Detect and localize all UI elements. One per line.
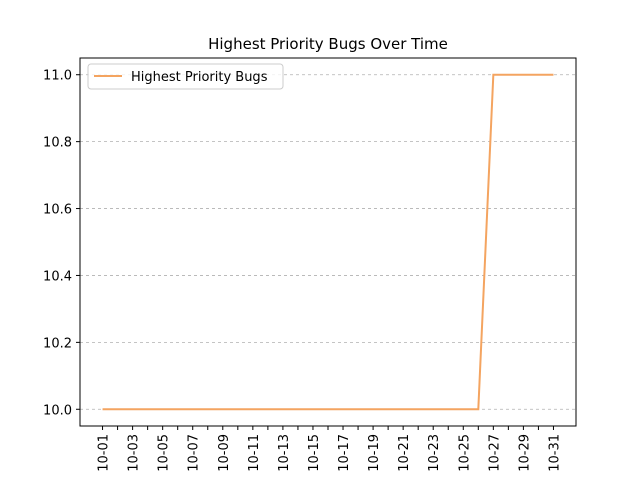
x-tick-label: 10-07 — [187, 434, 202, 472]
series-line — [102, 73, 554, 411]
x-tick-label: 10-01 — [97, 434, 112, 472]
x-tick-label: 10-03 — [127, 434, 142, 472]
legend-label: Highest Priority Bugs — [131, 70, 268, 85]
y-tick-label: 10.2 — [43, 336, 72, 351]
y-tick-label: 10.8 — [43, 136, 72, 151]
x-tick-label: 10-05 — [157, 434, 172, 472]
x-tick-label: 10-19 — [367, 434, 382, 472]
x-tick-label: 10-17 — [337, 434, 352, 472]
y-tick-label: 10.0 — [43, 403, 72, 418]
x-tick-label: 10-31 — [547, 434, 562, 472]
plot-frame — [79, 57, 577, 427]
x-tick-label: 10-13 — [277, 434, 292, 472]
y-tick-label: 11.0 — [43, 69, 72, 84]
y-tick-label: 10.6 — [43, 203, 72, 218]
legend-box — [87, 63, 284, 90]
x-tick-label: 10-21 — [397, 434, 412, 472]
x-tick-label: 10-09 — [217, 434, 232, 472]
legend: Highest Priority Bugs — [87, 63, 284, 90]
x-tick-label: 10-27 — [487, 434, 502, 472]
x-tick-label: 10-11 — [247, 434, 262, 472]
x-tick-label: 10-25 — [457, 434, 472, 472]
chart-title: Highest Priority Bugs Over Time — [208, 35, 448, 53]
x-tick-label: 10-29 — [517, 434, 532, 472]
y-tick-label: 10.4 — [43, 269, 72, 284]
x-tick-label: 10-15 — [307, 434, 322, 472]
x-tick-label: 10-23 — [427, 434, 442, 472]
